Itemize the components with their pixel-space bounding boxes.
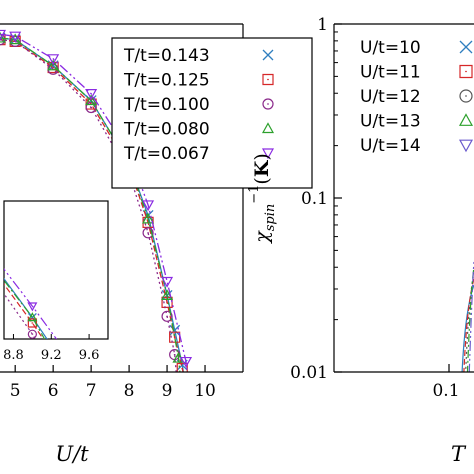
right-legend-label: U/t=12 <box>360 87 421 107</box>
inset-series-marker <box>76 367 84 374</box>
left-x-tick-label: 5 <box>10 381 21 401</box>
left-legend-label: T/t=0.067 <box>123 144 210 164</box>
right-legend-label: U/t=11 <box>360 63 421 83</box>
left-x-axis-label: U/t <box>55 442 89 466</box>
right-legend-marker <box>459 40 473 54</box>
right-legend-label: U/t=13 <box>360 112 421 132</box>
right-x-axis: 0.1 <box>432 364 460 401</box>
left-x-tick-label: 7 <box>86 381 97 401</box>
inset-series-marker <box>66 369 74 377</box>
left-series-line <box>0 33 188 372</box>
left-panel: 5 6 7 8 9 10 U/t 8.8 9.2 9.6 T/t=0.143 T/t=0.125… <box>0 23 313 466</box>
inset-series-line <box>4 292 37 339</box>
right-series-line <box>463 278 474 372</box>
left-series-marker <box>0 31 7 43</box>
right-legend: U/t=10 U/t=11 U/t=12 U/t=13 U/t=14 <box>360 38 474 156</box>
left-series-marker <box>169 324 181 336</box>
inset-series-marker <box>27 318 37 328</box>
left-legend-label: T/t=0.125 <box>123 71 210 91</box>
left-series-marker <box>169 331 181 343</box>
left-legend-marker <box>262 73 274 86</box>
inset-x-tick-label: 8.8 <box>3 348 24 363</box>
inset-series-marker <box>27 329 37 339</box>
left-series-marker <box>47 54 60 66</box>
right-legend-marker <box>458 113 474 126</box>
left-series-marker <box>161 289 174 301</box>
left-series-marker <box>180 356 193 368</box>
right-y-axis: 1 0.1 0.01 <box>290 15 342 383</box>
inset-x-axis: 8.8 9.2 9.6 <box>3 334 99 363</box>
left-legend-marker <box>262 49 274 61</box>
inset-x-tick-label: 9.6 <box>79 348 100 363</box>
right-y-tick-label: 1 <box>317 15 328 35</box>
inset-panel: 8.8 9.2 9.6 <box>3 200 109 380</box>
left-series-marker <box>142 212 155 224</box>
left-legend-label: T/t=0.080 <box>123 120 210 140</box>
left-x-tick-label: 10 <box>194 381 216 401</box>
right-x-axis-label: T <box>451 442 467 466</box>
right-series-group <box>461 260 474 372</box>
right-legend-label: U/t=10 <box>360 38 421 58</box>
right-x-tick-label: 0.1 <box>432 381 459 401</box>
left-series-marker <box>9 31 22 43</box>
left-legend-marker <box>261 122 275 134</box>
inset-series-marker <box>27 302 38 312</box>
left-series-marker <box>85 89 98 100</box>
left-series-line <box>0 39 177 372</box>
inset-series-marker <box>27 312 38 322</box>
left-series-marker <box>47 59 60 71</box>
left-series-marker <box>0 29 7 41</box>
inset-series-marker <box>57 364 65 371</box>
inset-series-marker <box>66 372 74 380</box>
inset-x-tick-label: 9.2 <box>41 348 62 363</box>
left-series-marker <box>9 33 22 45</box>
inset-series-line <box>4 279 46 339</box>
right-legend-marker <box>459 89 473 103</box>
left-series-marker <box>142 200 155 212</box>
left-legend: T/t=0.143 T/t=0.125 T/t=0.100 T/t=0.080 T/t=… <box>111 37 313 189</box>
left-legend-label: T/t=0.100 <box>123 95 210 115</box>
inset-series-group <box>4 268 84 380</box>
left-x-tick-label: 6 <box>48 381 59 401</box>
left-series-marker <box>161 276 174 288</box>
right-series-line <box>468 260 474 372</box>
right-y-tick-label: 0.1 <box>301 189 328 209</box>
left-legend-label: T/t=0.143 <box>123 46 210 66</box>
right-legend-label: U/t=14 <box>360 136 421 156</box>
left-series-marker <box>161 296 173 308</box>
left-series-group <box>0 29 193 372</box>
right-panel: 10.10.01 0.1 T χspin−1(K) U/t=10U/t=11U/… <box>247 15 474 466</box>
left-legend-marker <box>262 98 274 110</box>
left-legend-box <box>111 37 313 189</box>
left-legend-items: T/t=0.143 T/t=0.125 T/t=0.100 T/t=0.080 T/t=… <box>123 46 275 164</box>
right-y-axis-label: χspin−1(K) <box>247 153 278 245</box>
left-series-marker <box>85 94 98 106</box>
right-y-tick-label: 0.01 <box>290 363 328 383</box>
right-legend-marker <box>458 139 474 153</box>
left-series-marker <box>142 227 154 239</box>
left-x-axis: 5 6 7 8 9 10 <box>10 365 216 401</box>
left-x-tick-label: 8 <box>124 381 135 401</box>
svg-text:χspin−1(K): χspin−1(K) <box>247 153 278 245</box>
left-x-tick-label: 9 <box>162 381 173 401</box>
left-series-marker <box>85 101 97 114</box>
inset-background <box>3 200 109 340</box>
right-legend-items: U/t=10 U/t=11 U/t=12 U/t=13 U/t=14 <box>360 38 474 156</box>
right-legend-marker <box>459 64 473 79</box>
inset-series-line <box>4 268 58 339</box>
left-legend-marker <box>261 148 275 160</box>
